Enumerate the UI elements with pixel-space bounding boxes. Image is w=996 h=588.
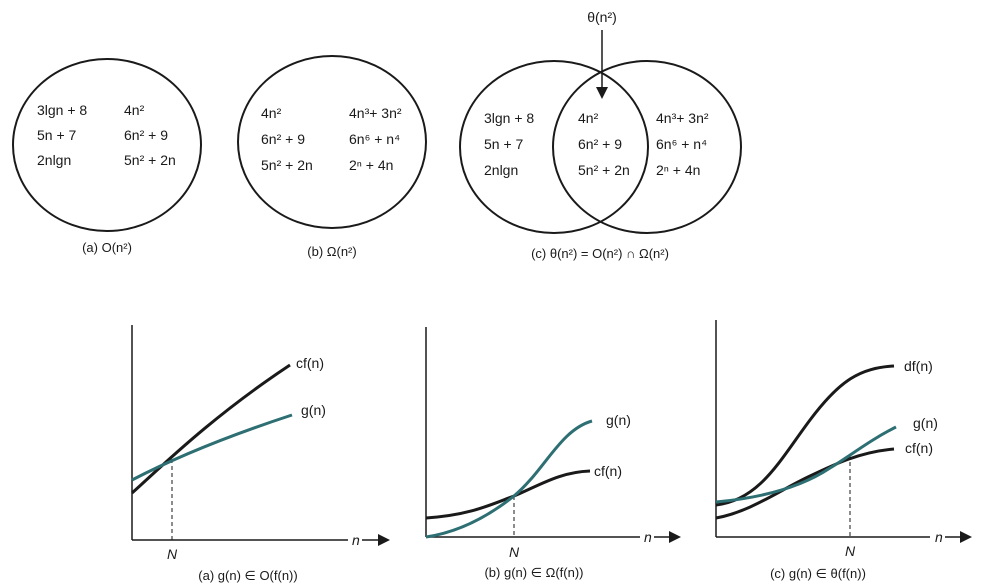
venn-a-item: 3lgn + 8 xyxy=(37,102,87,118)
venn-c-caption: (c) θ(n²) = O(n²) ∩ Ω(n²) xyxy=(531,246,669,261)
plot-a: n N cf(n) g(n) (a) g(n) ∈ O(f(n)) xyxy=(131,325,390,583)
venn-c-left-item: 5n + 7 xyxy=(484,136,524,152)
plot-c: n N df(n) g(n) cf(n) (c) g(n) ∈ θ(f(n)) xyxy=(715,320,972,581)
plot-c-curve-cf xyxy=(715,447,895,520)
venn-b-item: 4n³+ 3n² xyxy=(349,105,402,121)
venn-a-item: 4n² xyxy=(124,102,145,118)
venn-a-caption: (a) O(n²) xyxy=(82,240,132,255)
venn-b-item: 5n² + 2n xyxy=(261,157,313,173)
plot-a-caption: (a) g(n) ∈ O(f(n)) xyxy=(198,568,297,583)
venn-b-item: 6n⁶ + n⁴ xyxy=(349,131,400,147)
venn-c-right-circle xyxy=(552,60,742,234)
venn-c-arrow-label: θ(n²) xyxy=(587,9,617,25)
venn-c-middle-item: 6n² + 9 xyxy=(578,136,622,152)
venn-c-middle-item: 5n² + 2n xyxy=(578,162,630,178)
plot-a-curve-g xyxy=(131,413,293,482)
plot-a-x-axis-label: n xyxy=(352,532,360,548)
venn-c-left-item: 2nlgn xyxy=(484,162,518,178)
plot-b-curve-g xyxy=(425,419,593,539)
plot-b-label-cf: cf(n) xyxy=(594,463,622,479)
plot-b-x-axis-label: n xyxy=(644,529,652,545)
venn-b-item: 4n² xyxy=(261,105,282,121)
venn-a: 3lgn + 8 4n² 5n + 7 6n² + 9 2nlgn 5n² + … xyxy=(12,58,202,255)
venn-c-left-circle xyxy=(459,60,649,234)
plot-b-tick-label: N xyxy=(509,544,520,560)
venn-b: 4n² 4n³+ 3n² 6n² + 9 6n⁶ + n⁴ 5n² + 2n 2… xyxy=(237,55,427,259)
venn-a-item: 5n + 7 xyxy=(37,127,77,143)
venn-b-circle xyxy=(237,55,427,229)
venn-c-right-item: 4n³+ 3n² xyxy=(656,110,709,126)
venn-c-middle-item: 4n² xyxy=(578,110,599,126)
venn-a-item: 5n² + 2n xyxy=(124,152,176,168)
plot-b-curve-cf xyxy=(425,469,591,520)
venn-a-item: 2nlgn xyxy=(37,152,71,168)
plot-c-label-g: g(n) xyxy=(913,415,938,431)
plot-c-x-axis-label: n xyxy=(935,529,943,545)
venn-c-left-item: 3lgn + 8 xyxy=(484,110,534,126)
plot-a-label-g: g(n) xyxy=(301,402,326,418)
venn-c-right-item: 2ⁿ + 4n xyxy=(656,162,700,178)
venn-b-item: 6n² + 9 xyxy=(261,131,305,147)
plot-a-tick-label: N xyxy=(167,546,178,562)
plot-b-caption: (b) g(n) ∈ Ω(f(n)) xyxy=(484,565,583,580)
venn-c: θ(n²) 3lgn + 8 5n + 7 2nlgn 4n² 6n² + 9 … xyxy=(459,9,742,261)
venn-a-circle xyxy=(12,58,202,232)
plot-c-caption: (c) g(n) ∈ θ(f(n)) xyxy=(770,566,866,581)
plot-a-curve-cf xyxy=(131,363,291,495)
plot-c-curve-df xyxy=(715,364,895,507)
venn-c-right-item: 6n⁶ + n⁴ xyxy=(656,136,707,152)
plot-c-curve-g xyxy=(715,425,897,504)
venn-a-item: 6n² + 9 xyxy=(124,127,168,143)
plot-b: n N g(n) cf(n) (b) g(n) ∈ Ω(f(n)) xyxy=(425,327,681,580)
plot-b-label-g: g(n) xyxy=(606,412,631,428)
plot-c-label-cf: cf(n) xyxy=(905,440,933,456)
venn-b-item: 2ⁿ + 4n xyxy=(349,157,393,173)
plot-c-label-df: df(n) xyxy=(904,358,933,374)
plot-a-label-cf: cf(n) xyxy=(296,355,324,371)
plot-c-tick-label: N xyxy=(845,543,856,559)
venn-b-caption: (b) Ω(n²) xyxy=(307,244,356,259)
